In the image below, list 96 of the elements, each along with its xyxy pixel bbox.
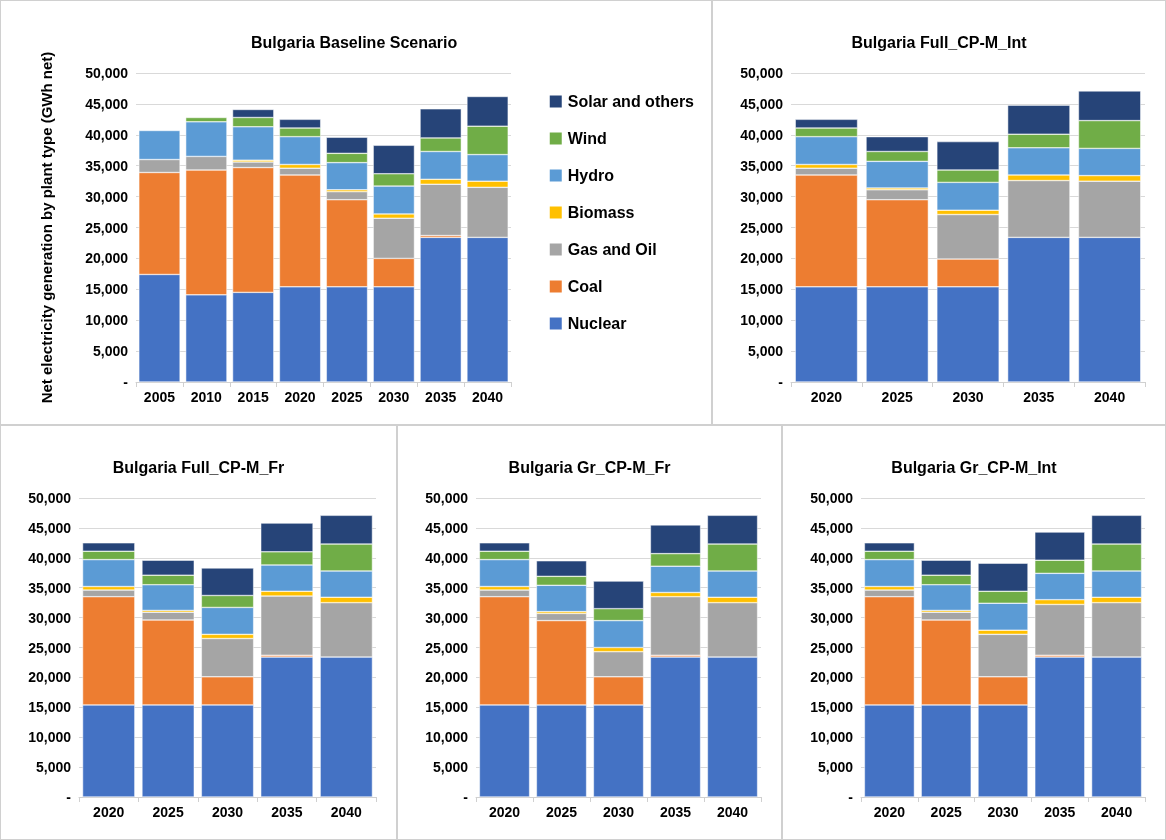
x-tick-label: 2035: [1044, 804, 1076, 820]
y-tick-label: 40,000: [28, 549, 72, 566]
y-tick-label: 40,000: [85, 126, 129, 143]
y-tick-label: 25,000: [28, 639, 72, 656]
x-tick-label: 2040: [1101, 804, 1133, 820]
y-tick-label: 40,000: [810, 549, 854, 566]
y-tick-label: 30,000: [85, 188, 129, 205]
y-tick-label: 15,000: [425, 699, 469, 716]
x-tick-label: 2030: [602, 804, 635, 820]
x-tick-label: 2030: [987, 804, 1019, 820]
y-tick-label: 35,000: [740, 157, 784, 174]
y-tick-label: 40,000: [740, 126, 784, 143]
y-tick-label: 15,000: [740, 281, 784, 298]
y-tick-label: 5,000: [35, 759, 72, 776]
y-tick-label: 45,000: [85, 95, 129, 112]
x-tick-label: 2025: [152, 804, 184, 820]
legend-label: Biomass: [567, 204, 635, 221]
y-tick-label: 35,000: [28, 579, 72, 596]
x-tick-label: 2010: [190, 389, 223, 405]
y-tick-label: -: [66, 789, 72, 805]
y-tick-label: 5,000: [747, 343, 784, 360]
x-tick-label: 2020: [488, 804, 521, 820]
x-tick-label: 2030: [211, 804, 244, 820]
x-tick-label: 2040: [716, 804, 749, 820]
y-tick-label: 45,000: [425, 519, 469, 536]
x-tick-label: 2025: [331, 389, 363, 405]
y-tick-label: 30,000: [28, 609, 72, 626]
y-tick-label: 15,000: [810, 699, 854, 716]
y-tick-label: 45,000: [740, 95, 784, 112]
y-tick-label: 20,000: [28, 669, 72, 686]
y-tick-label: 10,000: [28, 729, 72, 746]
chart-title: Bulgaria Full_CP-M_Fr: [112, 458, 285, 476]
x-tick-label: 2040: [330, 804, 363, 820]
x-tick-label: 2020: [810, 389, 843, 405]
legend-label: Gas and Oil: [567, 241, 657, 258]
y-tick-label: 25,000: [740, 219, 784, 236]
y-tick-label: 35,000: [85, 157, 129, 174]
y-tick-label: 25,000: [85, 219, 129, 236]
y-tick-label: 40,000: [425, 549, 469, 566]
y-tick-label: 30,000: [425, 609, 469, 626]
x-tick-label: 2035: [425, 389, 457, 405]
y-tick-label: 15,000: [28, 699, 72, 716]
legend-label: Coal: [567, 278, 603, 295]
y-tick-label: 5,000: [432, 759, 469, 776]
x-tick-label: 2025: [881, 389, 913, 405]
y-tick-label: 50,000: [740, 65, 784, 81]
chart-title: Bulgaria Gr_CP-M_Int: [891, 458, 1058, 476]
y-tick-label: 5,000: [817, 759, 854, 776]
x-tick-label: 2030: [952, 389, 984, 405]
y-tick-label: 25,000: [810, 639, 854, 656]
chart-title: Bulgaria Full_CP-M_Int: [851, 33, 1028, 51]
y-tick-label: 50,000: [425, 490, 469, 506]
x-tick-label: 2040: [1094, 389, 1126, 405]
x-tick-label: 2020: [284, 389, 316, 405]
x-tick-label: 2015: [237, 389, 269, 405]
x-tick-label: 2005: [143, 389, 176, 405]
y-tick-label: 50,000: [85, 65, 129, 81]
y-axis-title: Net electricity generation by plant type (GWh net): [37, 51, 55, 404]
x-tick-label: 2020: [93, 804, 125, 820]
chart-title: Bulgaria Baseline Scenario: [251, 33, 458, 51]
y-tick-label: 20,000: [740, 250, 784, 267]
y-tick-label: 25,000: [425, 639, 469, 656]
legend-label: Hydro: [567, 167, 615, 184]
x-tick-label: 2025: [930, 804, 962, 820]
y-tick-label: -: [463, 789, 469, 805]
y-tick-label: 35,000: [425, 579, 469, 596]
y-tick-label: 45,000: [28, 519, 72, 536]
y-tick-label: 50,000: [810, 490, 854, 506]
y-tick-label: -: [778, 374, 784, 390]
x-tick-label: 2030: [378, 389, 410, 405]
legend-label: Solar and others: [567, 93, 695, 110]
y-tick-label: 15,000: [85, 281, 129, 298]
y-tick-label: 10,000: [810, 729, 854, 746]
y-tick-label: 20,000: [810, 669, 854, 686]
x-tick-label: 2035: [659, 804, 692, 820]
y-tick-label: 10,000: [740, 312, 784, 329]
y-tick-label: 50,000: [28, 490, 72, 506]
y-tick-label: -: [848, 789, 854, 805]
legend-label: Wind: [567, 130, 607, 147]
y-tick-label: 35,000: [810, 579, 854, 596]
x-tick-label: 2035: [271, 804, 303, 820]
y-tick-label: 45,000: [810, 519, 854, 536]
x-tick-label: 2020: [873, 804, 906, 820]
y-tick-label: 5,000: [92, 343, 129, 360]
legend-label: Nuclear: [567, 315, 627, 332]
y-tick-label: 10,000: [425, 729, 469, 746]
y-tick-label: 20,000: [425, 669, 469, 686]
x-tick-label: 2040: [471, 389, 504, 405]
x-tick-label: 2035: [1023, 389, 1055, 405]
y-tick-label: 30,000: [740, 188, 784, 205]
y-tick-label: 10,000: [85, 312, 129, 329]
x-tick-label: 2025: [545, 804, 578, 820]
y-tick-label: -: [123, 374, 129, 390]
y-tick-label: 30,000: [810, 609, 854, 626]
y-tick-label: 20,000: [85, 250, 129, 267]
chart-title: Bulgaria Gr_CP-M_Fr: [508, 458, 671, 476]
